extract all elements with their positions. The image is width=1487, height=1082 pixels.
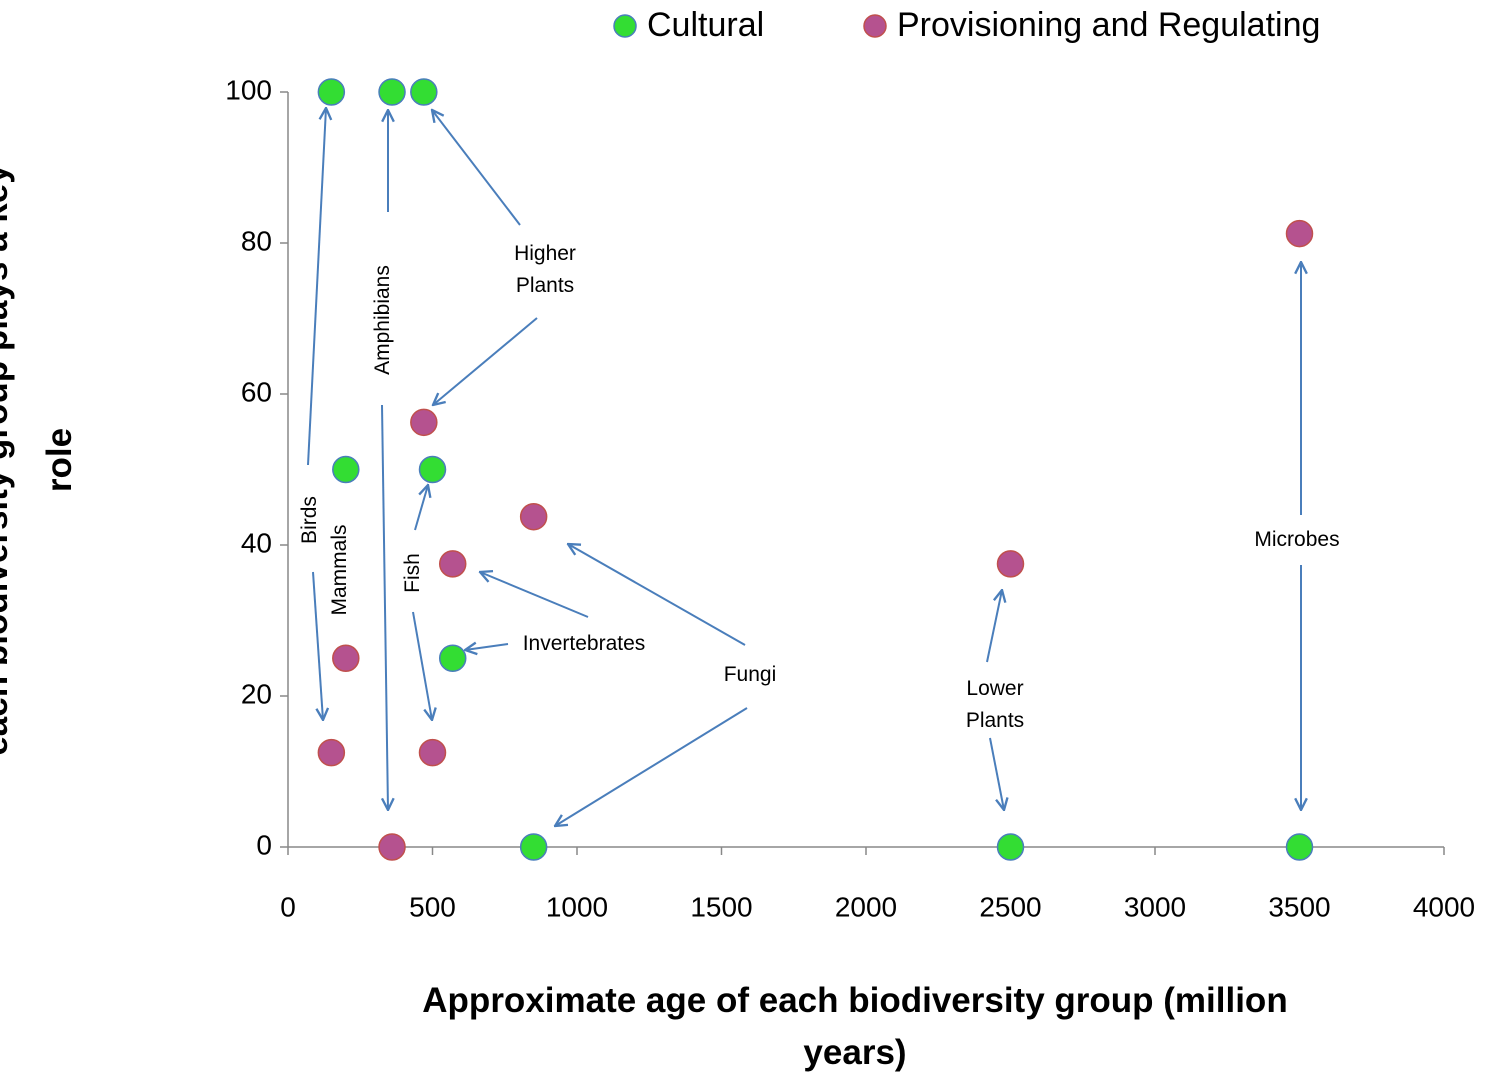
point (521, 504, 547, 530)
y-tick-label: 0 (256, 829, 272, 860)
x-tick-label: 2000 (835, 891, 897, 922)
annotation-arrow (555, 708, 747, 826)
annotation-arrow (433, 318, 537, 405)
y-tick-label: 40 (241, 527, 272, 558)
point (440, 551, 466, 577)
annotation: Lower Plants (950, 673, 1040, 737)
annotation: Invertebrates (514, 628, 654, 660)
legend-marker (864, 15, 886, 37)
annotation: Fungi (680, 659, 820, 691)
annotation-arrow (480, 572, 588, 617)
annotation: Amphibians (367, 250, 399, 390)
x-tick-label: 0 (280, 891, 296, 922)
point (411, 79, 437, 105)
annotation-arrow (382, 405, 388, 810)
point (521, 834, 547, 860)
y-tick-label: 100 (225, 74, 272, 105)
point (420, 740, 446, 766)
point (411, 409, 437, 435)
point (1287, 834, 1313, 860)
point (379, 79, 405, 105)
point (998, 551, 1024, 577)
point (318, 79, 344, 105)
annotation-arrow (987, 590, 1002, 662)
y-tick-label: 20 (241, 678, 272, 709)
x-axis-title: Approximate age of each biodiversity gro… (400, 975, 1310, 1079)
point (379, 834, 405, 860)
x-tick-label: 500 (409, 891, 456, 922)
annotation-arrow (313, 572, 323, 720)
annotation: Microbes (1227, 524, 1367, 556)
point (333, 645, 359, 671)
page: 0 500 1000 1500 2000 2500 3000 3500 4000 0 20 40 60 8… (0, 0, 1487, 1082)
x-tick-label: 3000 (1124, 891, 1186, 922)
annotation: Fish (397, 503, 429, 643)
x-tick-label: 3500 (1268, 891, 1330, 922)
legend-marker (614, 15, 636, 37)
x-tick-label: 1000 (546, 891, 608, 922)
point (333, 457, 359, 483)
legend-label: Cultural (647, 6, 764, 44)
point (1287, 221, 1313, 247)
point (420, 457, 446, 483)
x-tick-label: 4000 (1413, 891, 1475, 922)
legend-label: Provisioning and Regulating (897, 6, 1320, 44)
x-tick-label: 1500 (690, 891, 752, 922)
annotation-arrow (990, 738, 1004, 810)
point (998, 834, 1024, 860)
x-tick-label: 2500 (979, 891, 1041, 922)
annotation: Higher Plants (500, 238, 590, 302)
point (440, 645, 466, 671)
annotation-arrow (308, 108, 326, 465)
annotation: Mammals (324, 500, 356, 640)
annotation-arrow (465, 644, 508, 650)
point (318, 740, 344, 766)
y-tick-label: 60 (241, 376, 272, 407)
y-axis-title: Percentage of services in which each bio… (0, 150, 92, 770)
y-tick-label: 80 (241, 225, 272, 256)
annotation: Birds (294, 450, 326, 590)
annotation-arrow (432, 110, 520, 225)
